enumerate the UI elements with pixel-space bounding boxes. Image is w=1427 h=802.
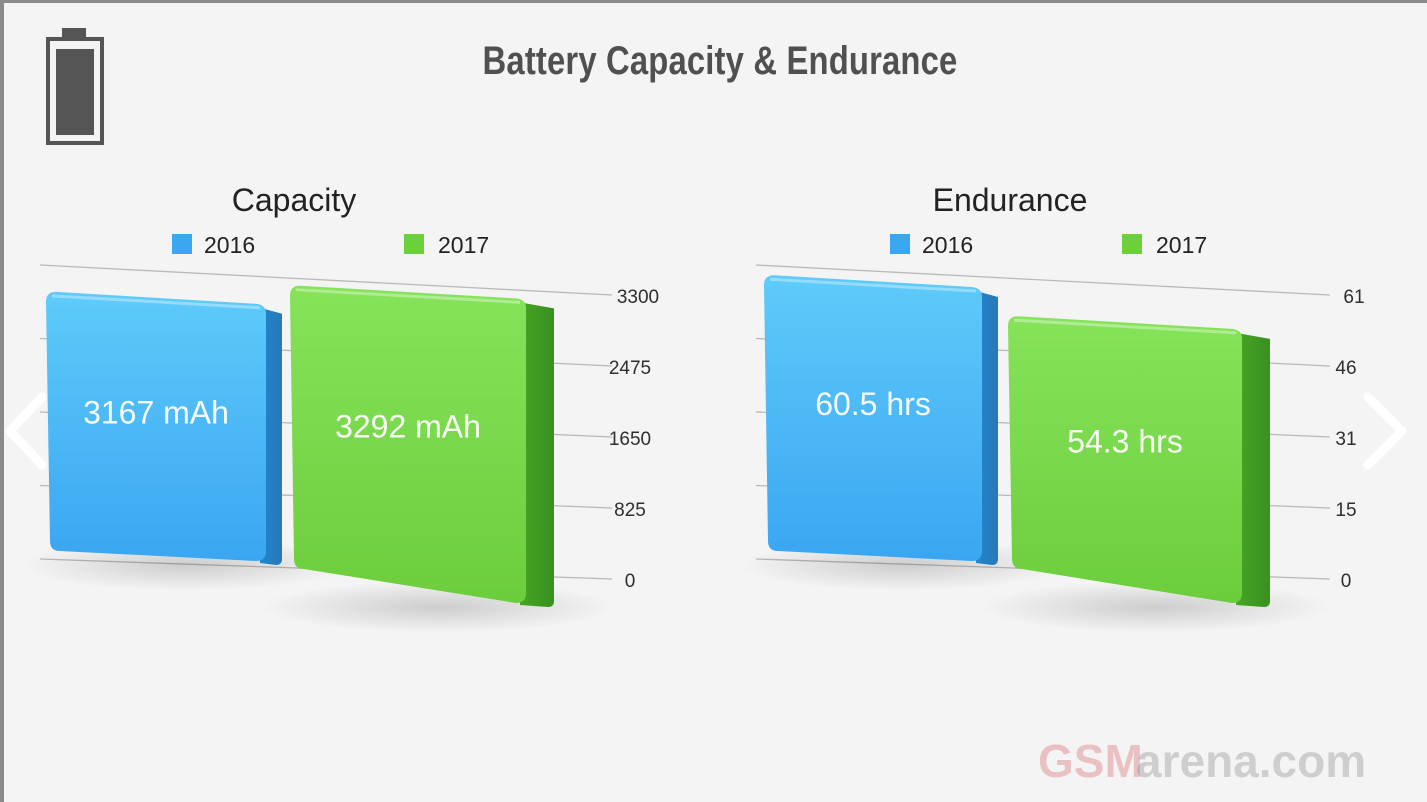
endurance-chart: Endurance 2016 2017 61 46 31 15 0 60.5 hrs 54.3 h… <box>739 182 1365 633</box>
battery-icon <box>46 28 104 145</box>
legend-label-2017: 2017 <box>438 232 489 258</box>
tick-label: 31 <box>1335 429 1356 450</box>
chart-title: Endurance <box>933 182 1088 218</box>
bar-2016: 60.5 hrs <box>739 275 1067 591</box>
gridline <box>39 264 613 296</box>
tick-label: 0 <box>1341 571 1352 592</box>
legend-label-2017: 2017 <box>1156 232 1207 258</box>
data-label: 3167 mAh <box>83 394 229 430</box>
page-title: Battery Capacity & Endurance <box>482 39 958 83</box>
legend-swatch-2016 <box>890 234 910 254</box>
gridline <box>755 264 1331 296</box>
tick-label: 0 <box>625 571 636 592</box>
bar-2016: 3167 mAh <box>21 291 351 591</box>
bar-2017: 54.3 hrs <box>979 316 1331 633</box>
tick-label: 46 <box>1335 358 1356 379</box>
data-label: 60.5 hrs <box>815 386 931 422</box>
legend-label-2016: 2016 <box>204 232 255 258</box>
gsmarena-logo: GSM arena.com <box>1038 735 1366 787</box>
tick-label: 825 <box>614 500 646 521</box>
tick-label: 61 <box>1343 287 1364 308</box>
chart-title: Capacity <box>232 182 357 218</box>
chart-slide: Battery Capacity & Endurance <box>4 3 1427 802</box>
legend-swatch-2017 <box>404 234 424 254</box>
chevron-left-icon[interactable] <box>4 391 48 471</box>
svg-text:arena.com: arena.com <box>1136 735 1366 787</box>
tick-label: 2475 <box>609 358 651 379</box>
legend-label-2016: 2016 <box>922 232 973 258</box>
tick-label: 3300 <box>617 287 659 308</box>
charts-canvas: Capacity 2016 2017 3300 2475 1650 825 0 3167 mAh… <box>21 182 1365 633</box>
chevron-right-icon[interactable] <box>1360 391 1410 471</box>
capacity-chart: Capacity 2016 2017 3300 2475 1650 825 0 3167 mAh… <box>21 182 659 633</box>
data-label: 54.3 hrs <box>1067 424 1183 460</box>
legend-swatch-2016 <box>172 234 192 254</box>
legend-swatch-2017 <box>1122 234 1142 254</box>
svg-text:GSM: GSM <box>1038 735 1143 787</box>
data-label: 3292 mAh <box>335 408 481 444</box>
tick-label: 15 <box>1335 500 1356 521</box>
bar-2017: 3292 mAh <box>261 285 615 633</box>
tick-label: 1650 <box>609 429 651 450</box>
